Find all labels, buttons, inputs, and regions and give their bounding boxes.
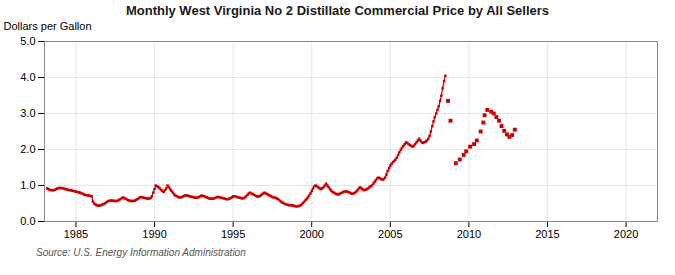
svg-text:1995: 1995: [221, 228, 245, 240]
svg-text:Dollars per Gallon: Dollars per Gallon: [4, 20, 92, 32]
svg-text:1985: 1985: [64, 228, 88, 240]
svg-text:2005: 2005: [378, 228, 402, 240]
svg-text:2020: 2020: [614, 228, 638, 240]
html-text:Source: U.S. Energy Informatio: Source: U.S. Energy Information Administ…: [36, 247, 246, 258]
svg-text:4.0: 4.0: [20, 71, 35, 83]
svg-text:2010: 2010: [457, 228, 481, 240]
svg-text:5.0: 5.0: [20, 35, 35, 47]
svg-text:1990: 1990: [142, 228, 166, 240]
html-text:Monthly West Virginia No 2 Dis: Monthly West Virginia No 2 Distillate Co…: [125, 3, 550, 18]
svg-text:3.0: 3.0: [20, 107, 35, 119]
svg-text:1.0: 1.0: [20, 179, 35, 191]
svg-text:2000: 2000: [299, 228, 323, 240]
svg-text:2015: 2015: [535, 228, 559, 240]
svg-text:0.0: 0.0: [20, 215, 35, 227]
svg-text:2.0: 2.0: [20, 143, 35, 155]
